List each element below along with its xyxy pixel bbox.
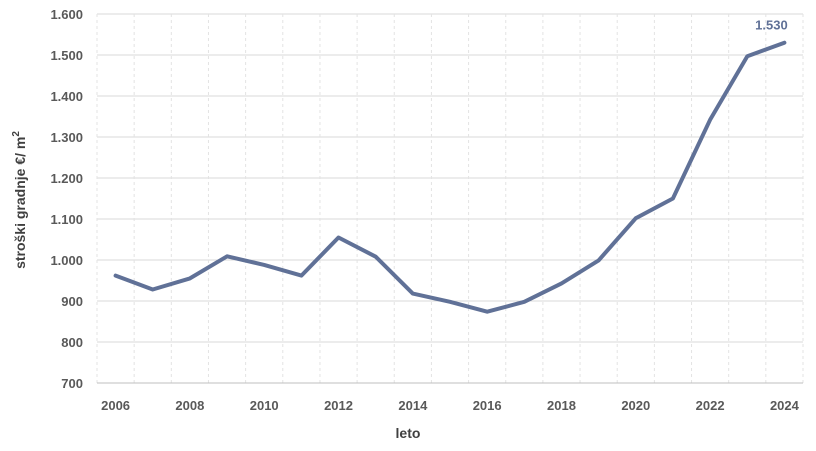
y-tick-label: 1.600 xyxy=(50,7,83,22)
y-tick-label: 1.000 xyxy=(50,253,83,268)
x-tick-label: 2006 xyxy=(101,398,130,413)
y-tick-label: 1.100 xyxy=(50,212,83,227)
x-tick-label: 2020 xyxy=(621,398,650,413)
y-tick-label: 900 xyxy=(61,294,83,309)
x-tick-label: 2024 xyxy=(770,398,800,413)
series-line xyxy=(113,40,787,314)
y-tick-label: 1.200 xyxy=(50,171,83,186)
y-tick-label: 1.300 xyxy=(50,130,83,145)
x-tick-label: 2014 xyxy=(398,398,428,413)
x-tick-label: 2008 xyxy=(175,398,204,413)
x-tick-label: 2010 xyxy=(250,398,279,413)
y-axis-title: stroški gradnje €/ m2 xyxy=(11,131,28,269)
x-axis-title: leto xyxy=(396,425,421,441)
y-axis-title-main: stroški gradnje €/ m xyxy=(12,137,28,269)
x-tick-label: 2012 xyxy=(324,398,353,413)
x-tick-label: 2018 xyxy=(547,398,576,413)
y-tick-label: 1.500 xyxy=(50,48,83,63)
x-tick-label: 2016 xyxy=(473,398,502,413)
y-tick-label: 800 xyxy=(61,335,83,350)
y-tick-label: 700 xyxy=(61,376,83,391)
x-tick-label: 2022 xyxy=(696,398,725,413)
x-axis-ticks: 2006 2008 2010 2012 2014 2016 2018 2020 2022 2024 xyxy=(101,398,800,413)
y-tick-label: 1.400 xyxy=(50,89,83,104)
y-axis-title-sup: 2 xyxy=(11,131,22,137)
data-label-last: 1.530 xyxy=(755,18,788,33)
gridlines xyxy=(96,13,804,383)
y-axis-ticks: 700 800 900 1.000 1.100 1.200 1.300 1.400 1.500 1… xyxy=(50,7,83,391)
